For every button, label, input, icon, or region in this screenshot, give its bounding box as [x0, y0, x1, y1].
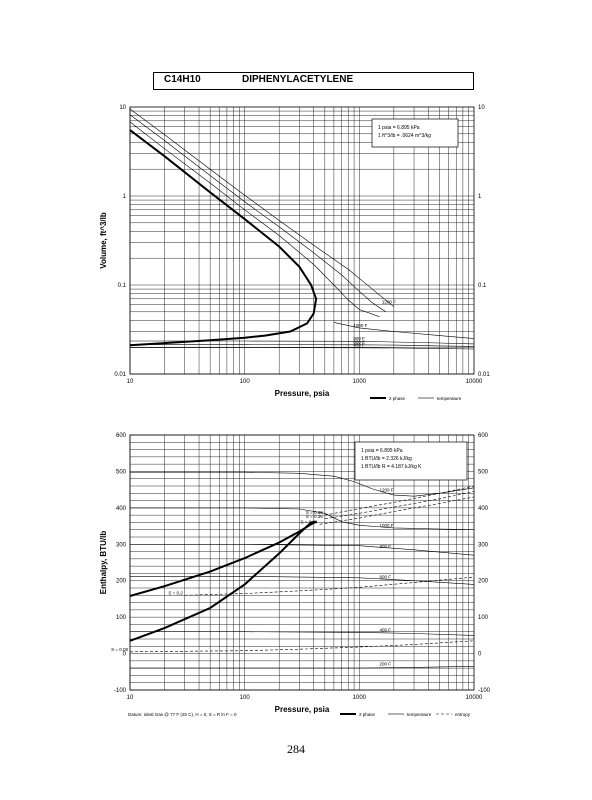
enthalpy-series-line	[130, 631, 475, 636]
enthalpy-conversion-box	[354, 441, 468, 481]
volume-plot-frame	[129, 106, 475, 375]
volume-series-label: 1000 F	[353, 323, 367, 328]
enthalpy-series-label: 600 F	[380, 575, 392, 580]
enthalpy-series-label: 1200 F	[380, 487, 394, 492]
enthalpy-series-line	[130, 471, 475, 497]
volume-legend-label: 2 phase	[389, 396, 406, 401]
enthalpy-y-tick-label-right: 300	[478, 542, 489, 548]
enthalpy-y-axis-title: Enthalpy, BTU/lb	[99, 531, 108, 595]
enthalpy-y-tick-label-right: 600	[478, 433, 489, 439]
enthalpy-x-axis-title: Pressure, psia	[275, 705, 330, 714]
enthalpy-y-tick-label-right: 0	[478, 652, 482, 658]
volume-series-line	[129, 121, 380, 317]
enthalpy-series-line	[129, 520, 317, 642]
enthalpy-series-line	[324, 491, 475, 520]
enthalpy-series-line	[324, 485, 475, 516]
volume-y-tick-label-left: 0.1	[118, 283, 127, 289]
volume-series-label: 600 F	[353, 340, 365, 345]
enthalpy-series-label: 200 F	[380, 661, 392, 666]
enthalpy-series-label: 400 F	[380, 628, 392, 633]
compound-formula: C14H10	[164, 74, 201, 85]
volume-x-axis-title: Pressure, psia	[275, 389, 330, 398]
enthalpy-series-line	[130, 575, 475, 585]
volume-conversion-box	[371, 118, 459, 148]
enthalpy-y-tick-label-left: 0	[123, 652, 127, 658]
enthalpy-y-tick-label-left: 100	[116, 615, 127, 621]
compound-header: C14H10 DIPHENYLACETYLENE	[153, 72, 474, 90]
enthalpy-series-label: S = 0.2	[168, 590, 183, 595]
enthalpy-y-tick-label-right: 200	[478, 579, 489, 585]
volume-y-tick-label-right: 0.1	[478, 283, 487, 289]
compound-name: DIPHENYLACETYLENE	[242, 74, 354, 85]
enthalpy-legend-label: 2 phase	[359, 712, 376, 717]
volume-y-tick-label-right: 10	[478, 105, 485, 111]
enthalpy-conversion-note: 1 psia = 6.895 kPa	[361, 448, 403, 454]
enthalpy-series-label: S = 0.08	[111, 647, 128, 652]
enthalpy-x-tick-label: 10000	[466, 695, 483, 701]
volume-series-label: 800 F	[353, 336, 365, 341]
enthalpy-plot-frame	[129, 434, 475, 691]
volume-series-line	[129, 114, 386, 313]
volume-x-tick-label: 1000	[353, 379, 367, 385]
enthalpy-y-tick-label-right: -100	[478, 688, 491, 694]
enthalpy-legend-label: temperature	[407, 712, 432, 717]
enthalpy-y-tick-label-right: 500	[478, 469, 489, 475]
enthalpy-x-tick-label: 100	[240, 695, 251, 701]
volume-y-tick-label-left: 0.01	[114, 372, 126, 378]
volume-x-tick-label: 100	[240, 379, 251, 385]
enthalpy-y-tick-label-right: 400	[478, 506, 489, 512]
volume-x-tick-label: 10000	[466, 379, 483, 385]
volume-y-tick-label-right: 1	[478, 194, 482, 200]
enthalpy-conversion-note: 1 BTU/lb = 2.326 kJ/kg	[361, 456, 412, 462]
volume-series-line	[333, 322, 475, 339]
enthalpy-y-tick-label-left: 400	[116, 506, 127, 512]
enthalpy-series-label: S = 0.38	[306, 510, 323, 515]
volume-legend-label: temperature	[437, 396, 462, 401]
enthalpy-y-tick-label-left: 600	[116, 433, 127, 439]
volume-series-line	[129, 129, 318, 347]
volume-conversion-note: 1 ft^3/lb = .0624 m^3/kg	[378, 133, 431, 139]
enthalpy-y-tick-label-left: 500	[116, 469, 127, 475]
enthalpy-x-tick-label: 1000	[353, 695, 367, 701]
enthalpy-datum-footnote: Datum: Ideal Gas @ 77 F (25 C), H = 0, S…	[128, 712, 237, 717]
enthalpy-series-line	[184, 576, 475, 596]
enthalpy-x-tick-label: 10	[127, 695, 134, 701]
page-number: 284	[287, 742, 305, 756]
enthalpy-legend-label: entropy	[455, 712, 471, 717]
enthalpy-y-tick-label-right: 100	[478, 615, 489, 621]
enthalpy-series-line	[129, 640, 475, 653]
volume-series-label: 400 F	[353, 343, 365, 348]
enthalpy-series-label: 1000 F	[380, 523, 394, 528]
volume-y-tick-label-left: 1	[123, 194, 127, 200]
enthalpy-y-tick-label-left: 300	[116, 542, 127, 548]
enthalpy-series-line	[130, 666, 475, 669]
enthalpy-y-tick-label-left: -100	[114, 688, 127, 694]
volume-x-tick-label: 10	[127, 379, 134, 385]
enthalpy-conversion-note: 1 BTU/lb R = 4.187 kJ/kg K	[361, 464, 422, 470]
enthalpy-y-tick-label-left: 200	[116, 579, 127, 585]
volume-series-line	[130, 344, 475, 347]
volume-series-line	[130, 347, 475, 350]
volume-conversion-note: 1 psia = 6.895 kPa	[378, 125, 420, 131]
enthalpy-series-line	[130, 543, 475, 556]
enthalpy-series-line	[319, 496, 475, 525]
volume-y-tick-label-right: 0.01	[478, 372, 490, 378]
enthalpy-series-label: S = 0.34	[301, 519, 318, 524]
enthalpy-series-line	[130, 507, 475, 530]
volume-series-label: 1200 F	[382, 300, 396, 305]
enthalpy-series-label: 800 F	[380, 544, 392, 549]
volume-series-line	[130, 340, 475, 345]
volume-y-axis-title: Volume, ft^3/lb	[99, 212, 108, 269]
volume-series-line	[129, 108, 395, 307]
enthalpy-series-label: S = 0.36	[306, 514, 323, 519]
volume-y-tick-label-left: 10	[119, 105, 126, 111]
